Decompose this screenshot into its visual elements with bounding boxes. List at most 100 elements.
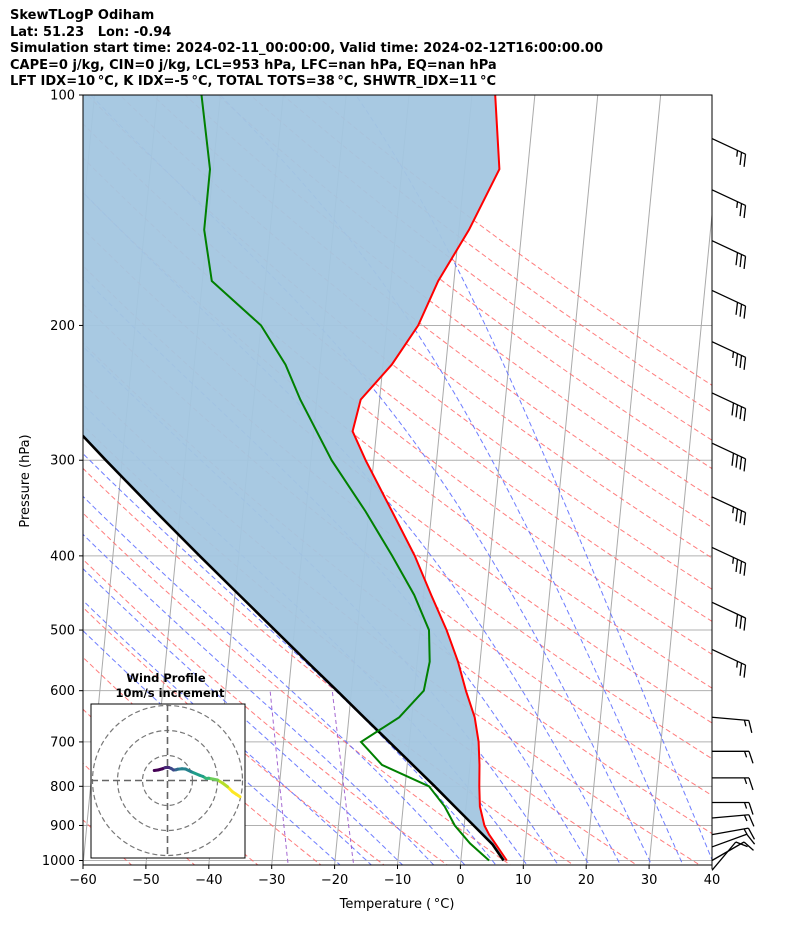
wind-barb-flag [743,357,747,370]
y-tick-label: 500 [50,624,75,639]
wind-barb-flag [735,508,739,522]
x-tick-label: −20 [321,873,348,888]
wind-barb [711,392,747,422]
x-tick-label: 30 [641,873,658,888]
wind-barb [711,833,756,848]
wind-barb-flag [735,404,739,418]
wind-barb-flag [743,408,747,422]
wind-barb-staff [711,827,749,836]
dry-adiabat [315,95,712,386]
wind-barb-half-flag [732,506,735,514]
wind-barb [712,777,754,791]
wind-barb-staff [711,716,749,722]
wind-barb-flag [743,512,747,526]
wind-barb-flag [735,454,739,468]
x-tick-label: 40 [704,873,721,888]
time-line: Simulation start time: 2024-02-11_00:00:… [10,41,603,57]
wind-barb-flag [748,802,754,815]
dewpoint-line [200,95,490,862]
wind-barb-half-flag [743,814,748,822]
temperature-line [351,95,508,862]
x-tick-label: 10 [515,873,532,888]
moist-adiabat [219,95,684,865]
wind-barb-staff [711,240,746,257]
wind-barb-staff [711,137,746,155]
wind-barb-flag [743,458,747,472]
y-tick-label: 700 [50,735,75,750]
wind-barb-flag [748,777,754,791]
y-tick-label: 400 [50,549,75,564]
wind-barb-flag [739,663,743,676]
wind-barb [711,648,747,678]
wind-barb [711,137,747,167]
mixing-ratio-line [269,690,289,865]
wind-barb-flag [739,254,743,268]
wind-barb-flag [743,256,747,269]
wind-barb-staff [711,189,746,207]
wind-barb [711,289,747,319]
wind-barb [711,442,747,472]
wind-barb [711,240,747,269]
dry-adiabat [152,95,712,529]
wind-barb-flag [739,510,743,524]
data-layer [83,95,508,862]
x-tick-label: −30 [258,873,285,888]
wind-barb-half-flag [736,201,739,209]
x-tick-label: 0 [456,873,464,888]
y-tick-label: 900 [50,819,75,834]
wind-barb-half-flag [743,828,748,835]
x-tick-label: −50 [132,873,159,888]
wind-barb-staff [711,814,749,819]
wind-barb [711,546,747,576]
moist-adiabat [83,599,373,865]
wind-barb-flag [743,664,747,678]
wind-barb [712,801,754,815]
wind-barb-flag [735,559,739,572]
y-tick-label: 1000 [42,854,75,869]
wind-barb-flag [735,614,739,627]
location-line: Lat: 51.23 Lon: -0.94 [10,24,172,40]
wind-barb [711,841,754,862]
wind-barb-staff [711,841,745,862]
y-tick-label: 800 [50,780,75,795]
wind-barb-flag [746,833,756,845]
moist-adiabat [355,95,712,861]
wind-barb-flag [735,252,739,266]
wind-barb-flag [743,305,747,319]
wind-barb-staff [711,601,746,619]
x-tick-label: 20 [578,873,595,888]
wind-barb [711,827,756,840]
wind-barb-staff [711,289,746,307]
wind-barb-flag [743,563,747,576]
wind-barb-staff [711,392,746,410]
y-axis-label: Pressure (hPa) [18,434,33,527]
wind-barb-flag [735,302,739,315]
wind-barb-half-flag [732,557,735,564]
y-tick-label: 300 [50,454,75,469]
wind-barb-staff [711,442,746,460]
wind-barb [711,189,747,219]
wind-barb-flag [739,561,743,574]
wind-barb-half-flag [736,150,739,157]
wind-barb-half-flag [743,751,748,758]
wind-barb-flag [739,616,743,629]
y-tick-label: 600 [50,684,75,699]
wind-barb-flag [739,406,743,420]
wind-barb-flag [735,841,748,848]
wind-barb-staff [711,496,746,514]
wind-barb-staff [711,841,737,871]
wind-barb-half-flag [736,661,739,668]
wind-barb-half-flag [743,777,748,785]
wind-barb-flag [743,205,747,219]
wind-barb-flag [739,456,743,470]
wind-barb-half-flag [732,351,735,359]
wind-barb-flag [739,152,743,165]
isotherm [522,95,599,865]
wind-barb-flag [748,751,754,764]
moist-adiabat [83,533,435,865]
dry-adiabat [119,95,712,559]
isotherm [585,95,662,865]
y-tick-label: 200 [50,319,75,334]
wind-barb [711,814,755,827]
